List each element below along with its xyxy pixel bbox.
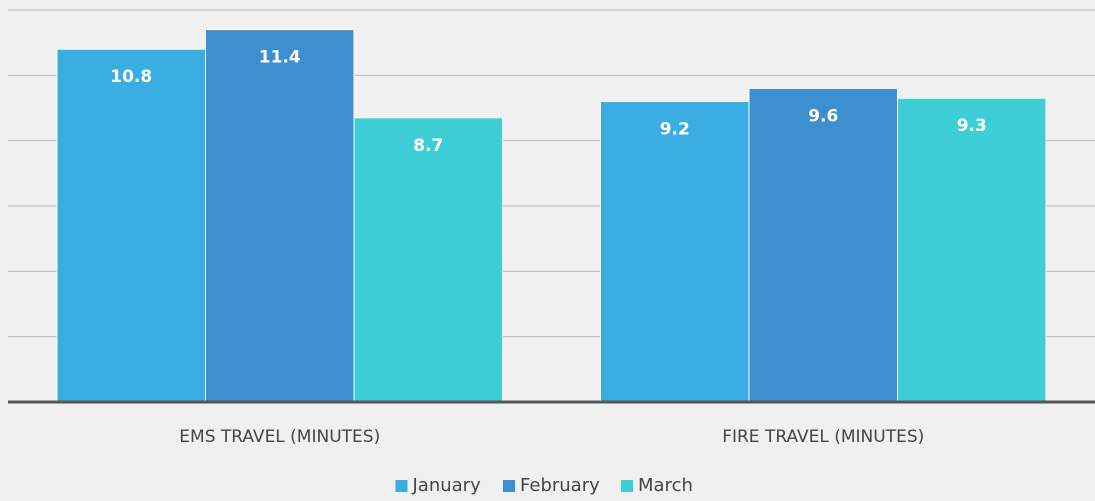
data-label: 10.8 — [110, 67, 152, 87]
x-tick-label: FIRE TRAVEL (MINUTES) — [722, 427, 924, 447]
bar — [205, 29, 355, 403]
bar — [600, 100, 750, 403]
legend-label: March — [638, 475, 693, 496]
x-tick-label: EMS TRAVEL (MINUTES) — [179, 427, 380, 447]
bar — [748, 87, 898, 403]
legend-label: January — [412, 475, 482, 496]
data-label: 9.3 — [957, 116, 987, 136]
data-label: 9.6 — [808, 106, 838, 126]
data-label: 9.2 — [660, 119, 690, 139]
bar — [897, 97, 1047, 403]
data-label: 8.7 — [413, 136, 443, 156]
bar — [353, 117, 503, 403]
legend-label: February — [520, 475, 600, 496]
legend-swatch — [395, 480, 408, 492]
data-label: 11.4 — [259, 48, 301, 68]
legend-swatch — [503, 480, 515, 492]
legend-swatch — [621, 480, 633, 492]
bar — [56, 48, 206, 403]
